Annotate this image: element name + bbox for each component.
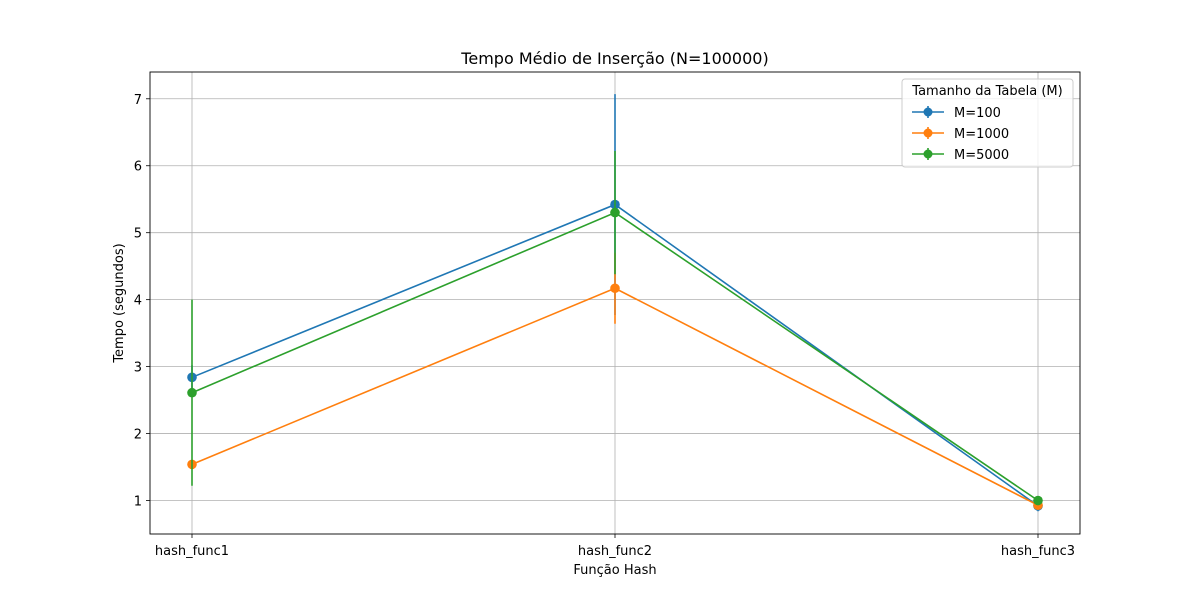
data-point [187, 387, 197, 398]
legend-item-M=1000: M=1000 [912, 127, 1009, 142]
y-tick-label: 6 [134, 160, 142, 175]
data-point [610, 283, 620, 294]
y-tick-label: 7 [134, 93, 142, 108]
legend-item-M=100: M=100 [912, 106, 1001, 121]
legend-label: M=1000 [954, 127, 1009, 142]
y-tick-label: 1 [134, 495, 142, 510]
y-axis-label: Tempo (segundos) [112, 243, 127, 363]
legend-label: M=5000 [954, 148, 1009, 163]
y-tick-label: 3 [134, 361, 142, 376]
series-M=5000 [187, 151, 1043, 506]
x-tick-label: hash_func1 [155, 544, 229, 559]
legend-marker [923, 128, 933, 138]
data-point [610, 207, 620, 218]
legend-label: M=100 [954, 106, 1001, 121]
legend-title: Tamanho da Tabela (M) [911, 84, 1062, 99]
x-tick-label: hash_func2 [578, 544, 652, 559]
y-tick-label: 2 [134, 428, 142, 443]
legend: Tamanho da Tabela (M) M=100 M=1000 M=5000 [901, 78, 1074, 168]
y-tick-label: 4 [134, 294, 142, 309]
x-tick-label: hash_func3 [1001, 544, 1075, 559]
x-axis-label: Função Hash [573, 563, 656, 578]
legend-item-M=5000: M=5000 [912, 148, 1009, 163]
chart-title: Tempo Médio de Inserção (N=100000) [460, 49, 768, 68]
data-point [1033, 495, 1043, 506]
axes-frame [149, 71, 1081, 535]
legend-box [901, 78, 1074, 168]
y-tick-label: 5 [134, 227, 142, 242]
legend-marker [923, 149, 933, 159]
legend-marker [923, 107, 933, 117]
